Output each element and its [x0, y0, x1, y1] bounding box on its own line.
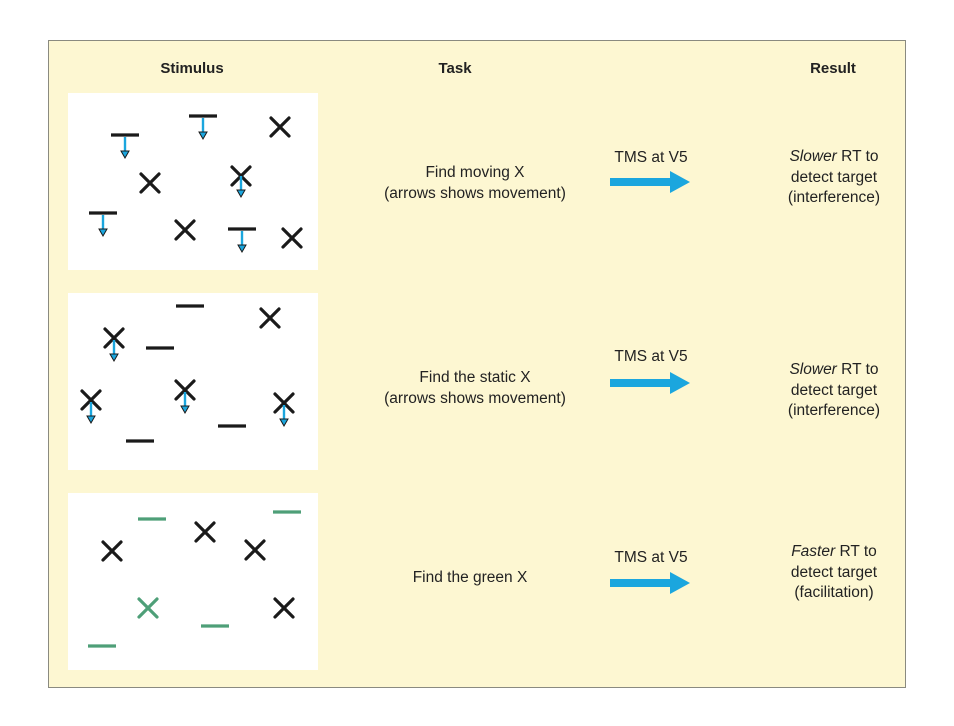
- result-line: RT to: [836, 148, 879, 165]
- task-line: Find the green X: [412, 569, 528, 586]
- right-arrow-icon: [610, 372, 690, 394]
- task-line: Find moving X: [425, 164, 525, 181]
- green-x-target: [137, 597, 159, 619]
- x-target: [273, 597, 295, 619]
- result-line: (interference): [787, 189, 881, 206]
- result-text: Faster RT to detect target (facilitation…: [791, 542, 877, 604]
- task-text: Find moving X (arrows shows movement): [384, 163, 566, 204]
- result-line: detect target: [790, 381, 878, 399]
- result-emphasis: Slower: [789, 148, 837, 165]
- task-line: (arrows shows movement): [384, 184, 566, 202]
- result-line: (facilitation): [794, 584, 874, 601]
- down-arrow-icon: [97, 213, 109, 238]
- down-arrow-icon: [85, 400, 97, 425]
- tms-label: TMS at V5: [614, 149, 688, 166]
- tms-label: TMS at V5: [614, 348, 688, 365]
- result-emphasis: Slower: [789, 361, 837, 378]
- x-target: [174, 219, 196, 241]
- tms-label: TMS at V5: [614, 549, 688, 566]
- down-arrow-icon: [278, 403, 290, 428]
- down-arrow-icon: [179, 390, 191, 415]
- x-target: [101, 540, 123, 562]
- down-arrow-icon: [236, 229, 248, 254]
- x-target: [194, 521, 216, 543]
- header-stimulus: Stimulus: [160, 60, 224, 77]
- result-line: RT to: [836, 361, 879, 378]
- x-target: [259, 307, 281, 329]
- x-target: [244, 539, 266, 561]
- result-line: RT to: [835, 543, 877, 560]
- task-line: (arrows shows movement): [384, 389, 566, 407]
- down-arrow-icon: [197, 116, 209, 141]
- result-text: Slower RT to detect target (interference…: [788, 147, 880, 209]
- result-line: detect target: [790, 168, 878, 186]
- right-arrow-icon: [610, 171, 690, 193]
- header-result: Result: [810, 60, 856, 77]
- header-task: Task: [438, 60, 472, 77]
- task-text: Find the green X: [413, 568, 528, 589]
- x-target: [281, 227, 303, 249]
- result-line: detect target: [790, 563, 878, 581]
- result-emphasis: Faster: [791, 543, 836, 560]
- x-target: [269, 116, 291, 138]
- result-line: (interference): [787, 402, 881, 419]
- right-arrow-icon: [610, 572, 690, 594]
- x-target: [139, 172, 161, 194]
- down-arrow-icon: [119, 135, 131, 160]
- result-text: Slower RT to detect target (interference…: [788, 360, 880, 422]
- task-line: Find the static X: [419, 369, 531, 386]
- stimulus-panel-green: [68, 493, 318, 670]
- task-text: Find the static X (arrows shows movement…: [384, 368, 566, 409]
- down-arrow-icon: [108, 338, 120, 363]
